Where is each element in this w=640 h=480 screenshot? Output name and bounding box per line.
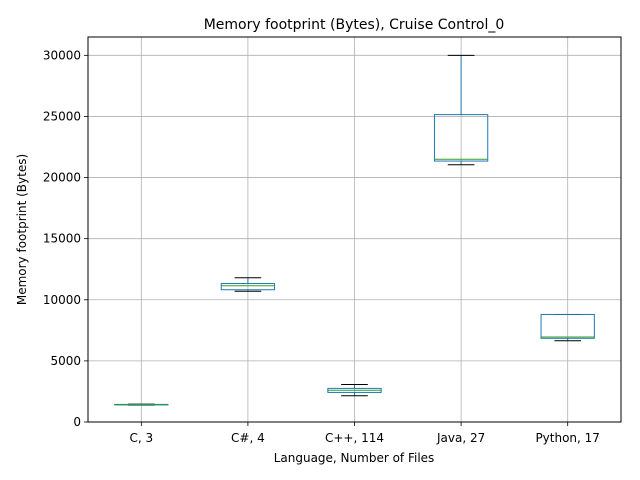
y-tick-label: 10000	[43, 293, 81, 307]
y-axis-label: Memory footprint (Bytes)	[15, 154, 29, 305]
box-0	[114, 403, 169, 406]
box-3	[433, 54, 489, 166]
x-axis-ticks: C, 3 C#, 4 C++, 114 Java, 27 Python, 17	[129, 422, 600, 445]
grid	[88, 37, 621, 423]
x-tick-label: C++, 114	[325, 431, 384, 445]
iqr-box	[433, 114, 489, 162]
y-tick-label: 0	[73, 415, 81, 429]
box-1	[220, 277, 276, 292]
y-axis-ticks: 0 5000 10000 15000 20000 25000 30000	[43, 48, 88, 429]
x-tick-label: Java, 27	[436, 431, 485, 445]
chart-title: Memory footprint (Bytes), Cruise Control…	[204, 17, 505, 33]
x-axis-label: Language, Number of Files	[274, 451, 435, 465]
boxes	[114, 54, 595, 406]
box-2	[327, 383, 382, 397]
y-tick-label: 20000	[43, 171, 81, 185]
x-tick-label: C#, 4	[231, 431, 265, 445]
y-tick-label: 30000	[43, 48, 81, 62]
x-tick-label: Python, 17	[535, 431, 600, 445]
box-4	[540, 313, 595, 342]
iqr-box	[540, 313, 595, 339]
x-tick-label: C, 3	[129, 431, 153, 445]
y-tick-label: 15000	[43, 232, 81, 246]
y-tick-label: 5000	[50, 354, 81, 368]
y-tick-label: 25000	[43, 109, 81, 123]
iqr-box	[220, 283, 276, 291]
